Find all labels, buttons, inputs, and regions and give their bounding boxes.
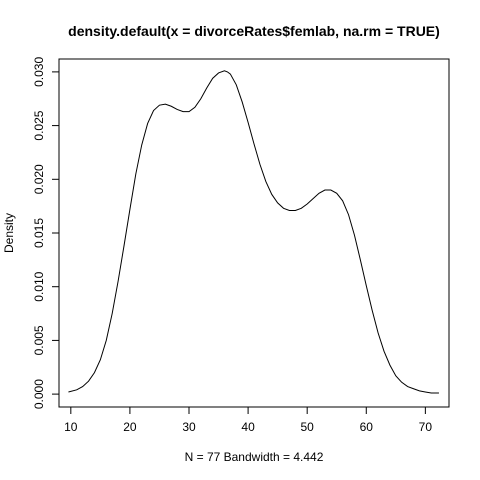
chart-title: density.default(x = divorceRates$femlab,… — [68, 23, 440, 39]
x-axis-label: N = 77 Bandwidth = 4.442 — [185, 450, 324, 464]
y-tick-label: 0.005 — [32, 325, 46, 355]
x-tick-label: 50 — [301, 420, 315, 434]
x-tick-label: 40 — [241, 420, 255, 434]
x-tick-label: 30 — [182, 420, 196, 434]
y-tick-label: 0.010 — [32, 271, 46, 301]
y-tick-label: 0.000 — [32, 379, 46, 409]
density-curve — [68, 70, 439, 394]
y-axis: 0.000 0.005 0.010 0.015 0.020 0.025 0.030 — [32, 57, 60, 409]
x-tick-label: 70 — [419, 420, 433, 434]
x-axis: 10 20 30 40 50 60 70 — [64, 406, 433, 434]
x-tick-label: 20 — [123, 420, 137, 434]
y-tick-label: 0.020 — [32, 164, 46, 194]
x-tick-label: 10 — [64, 420, 78, 434]
y-tick-label: 0.025 — [32, 110, 46, 140]
x-tick-label: 60 — [360, 420, 374, 434]
y-axis-label: Density — [2, 213, 16, 253]
y-tick-label: 0.030 — [32, 57, 46, 87]
y-tick-label: 0.015 — [32, 218, 46, 248]
plot-frame — [58, 58, 450, 408]
